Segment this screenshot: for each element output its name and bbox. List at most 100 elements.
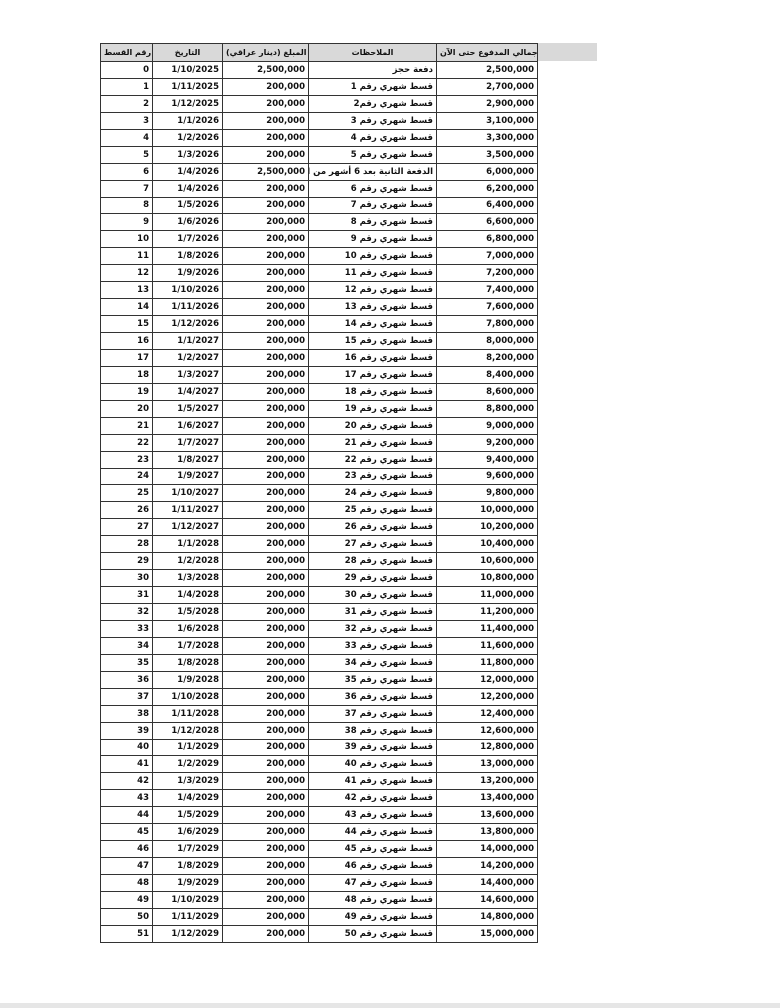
table-cell: 9,400,000 xyxy=(436,450,538,469)
table-cell: 10,600,000 xyxy=(436,552,538,571)
table-cell: 1/3/2027 xyxy=(152,365,223,384)
table-cell: 17 xyxy=(100,348,153,367)
table-cell: 6 xyxy=(100,162,153,181)
table-cell: 3,500,000 xyxy=(436,145,538,164)
table-cell: 1/12/2027 xyxy=(152,518,223,537)
table-cell: 200,000 xyxy=(222,924,309,943)
table-cell: 7,800,000 xyxy=(436,315,538,333)
table-cell: 1/6/2028 xyxy=(152,619,223,638)
table-cell: قسط شهري رقم 37 xyxy=(308,704,437,723)
table-cell: 30 xyxy=(100,569,153,588)
table-cell: 1/11/2029 xyxy=(152,907,223,926)
table-cell: 9,600,000 xyxy=(436,467,538,486)
table-row: 45 1/6/2029 200,000 قسط شهري رقم 44 13,800,0… xyxy=(100,823,538,842)
table-cell: 1/2/2029 xyxy=(152,755,223,774)
table-cell: 8,200,000 xyxy=(436,348,538,367)
header-cell: المبلغ (دينار عراقي) xyxy=(222,43,309,62)
table-cell: 200,000 xyxy=(222,348,309,367)
table-row: 23 1/8/2027 200,000 قسط شهري رقم 22 9,400,00… xyxy=(100,450,538,469)
table-cell: قسط شهري رقم 50 xyxy=(308,924,437,943)
table-cell: 13,600,000 xyxy=(436,806,538,825)
table-row: 7 1/4/2026 200,000 قسط شهري رقم 6 6,200,000 xyxy=(100,179,538,198)
table-cell: 26 xyxy=(100,501,153,520)
table-cell: 33 xyxy=(100,619,153,638)
table-cell: 11,800,000 xyxy=(436,653,538,672)
table-cell: 48 xyxy=(100,874,153,892)
table-cell: 9 xyxy=(100,213,153,232)
table-cell: 25 xyxy=(100,484,153,503)
table-row: 20 1/5/2027 200,000 قسط شهري رقم 19 8,800,00… xyxy=(100,399,538,418)
table-cell: قسط شهري رقم 17 xyxy=(308,365,437,384)
table-cell: 12,200,000 xyxy=(436,687,538,706)
table-cell: 1/5/2028 xyxy=(152,603,223,621)
table-row: 46 1/7/2029 200,000 قسط شهري رقم 45 14,000,0… xyxy=(100,840,538,859)
table-row: 2 1/12/2025 200,000 قسط شهري رقم2 2,900,000 xyxy=(100,94,538,113)
table-cell: 1/5/2029 xyxy=(152,806,223,825)
table-cell: قسط شهري رقم 20 xyxy=(308,416,437,435)
table-cell: 1/7/2026 xyxy=(152,230,223,249)
table-cell: 200,000 xyxy=(222,77,309,96)
table-cell: قسط شهري رقم 12 xyxy=(308,281,437,300)
table-cell: 14,200,000 xyxy=(436,857,538,875)
table-cell: 1/6/2026 xyxy=(152,213,223,232)
table-cell: 1/1/2029 xyxy=(152,738,223,757)
table-row: 31 1/4/2028 200,000 قسط شهري رقم 30 11,000,0… xyxy=(100,586,538,604)
table-cell: 14,800,000 xyxy=(436,907,538,926)
table-cell: 42 xyxy=(100,772,153,791)
table-cell: 7,200,000 xyxy=(436,264,538,283)
table-cell: قسط شهري رقم 24 xyxy=(308,484,437,503)
table-cell: 16 xyxy=(100,332,153,350)
table-cell: 2,700,000 xyxy=(436,77,538,96)
table-cell: 11 xyxy=(100,247,153,266)
table-cell: 6,400,000 xyxy=(436,196,538,215)
table-cell: 200,000 xyxy=(222,145,309,164)
table-row: 19 1/4/2027 200,000 قسط شهري رقم 18 8,600,00… xyxy=(100,382,538,401)
table-cell: قسط شهري رقم 22 xyxy=(308,450,437,469)
table-cell: 1/12/2025 xyxy=(152,94,223,113)
table-cell: 6,200,000 xyxy=(436,179,538,198)
table-cell: 1/4/2027 xyxy=(152,382,223,401)
table-cell: 27 xyxy=(100,518,153,537)
table-cell: 1/9/2026 xyxy=(152,264,223,283)
table-row: 38 1/11/2028 200,000 قسط شهري رقم 37 12,400,… xyxy=(100,704,538,723)
table-cell: قسط شهري رقم 6 xyxy=(308,179,437,198)
table-cell: 12,400,000 xyxy=(436,704,538,723)
table-cell: 200,000 xyxy=(222,721,309,740)
table-cell: 24 xyxy=(100,467,153,486)
table-row: 39 1/12/2028 200,000 قسط شهري رقم 38 12,600,… xyxy=(100,721,538,740)
table-cell: قسط شهري رقم 39 xyxy=(308,738,437,757)
table-cell: 13,400,000 xyxy=(436,789,538,808)
table-cell: 11,000,000 xyxy=(436,586,538,604)
table-cell: قسط شهري رقم 35 xyxy=(308,670,437,689)
table-cell: 1/8/2026 xyxy=(152,247,223,266)
table-row: 35 1/8/2028 200,000 قسط شهري رقم 34 11,800,0… xyxy=(100,653,538,672)
table-cell: 10,200,000 xyxy=(436,518,538,537)
table-cell: 1/12/2028 xyxy=(152,721,223,740)
table-cell: 8,600,000 xyxy=(436,382,538,401)
table-cell: 200,000 xyxy=(222,857,309,875)
table-cell: 200,000 xyxy=(222,298,309,317)
table-cell: قسط شهري رقم 10 xyxy=(308,247,437,266)
table-cell: قسط شهري رقم 46 xyxy=(308,857,437,875)
table-cell: قسط شهري رقم 14 xyxy=(308,315,437,333)
table-cell: قسط شهري رقم 33 xyxy=(308,636,437,655)
table-cell: 1 xyxy=(100,77,153,96)
table-row: 16 1/1/2027 200,000 قسط شهري رقم 15 8,000,00… xyxy=(100,332,538,350)
table-cell: قسط شهري رقم 21 xyxy=(308,433,437,452)
table-row: 12 1/9/2026 200,000 قسط شهري رقم 11 7,200,00… xyxy=(100,264,538,283)
table-cell: 36 xyxy=(100,670,153,689)
table-cell: قسط شهري رقم 34 xyxy=(308,653,437,672)
table-cell: قسط شهري رقم 4 xyxy=(308,128,437,147)
table-cell: 1/10/2025 xyxy=(152,61,223,79)
table-row: 49 1/10/2029 200,000 قسط شهري رقم 48 14,600,… xyxy=(100,890,538,909)
table-cell: 50 xyxy=(100,907,153,926)
table-cell: 14,400,000 xyxy=(436,874,538,892)
table-cell: 45 xyxy=(100,823,153,842)
table-cell: 34 xyxy=(100,636,153,655)
table-cell: 1/4/2026 xyxy=(152,179,223,198)
table-row: 44 1/5/2029 200,000 قسط شهري رقم 43 13,600,0… xyxy=(100,806,538,825)
table-cell: 200,000 xyxy=(222,264,309,283)
table-cell: 31 xyxy=(100,586,153,604)
table-cell: 28 xyxy=(100,535,153,554)
table-row: 21 1/6/2027 200,000 قسط شهري رقم 20 9,000,00… xyxy=(100,416,538,435)
